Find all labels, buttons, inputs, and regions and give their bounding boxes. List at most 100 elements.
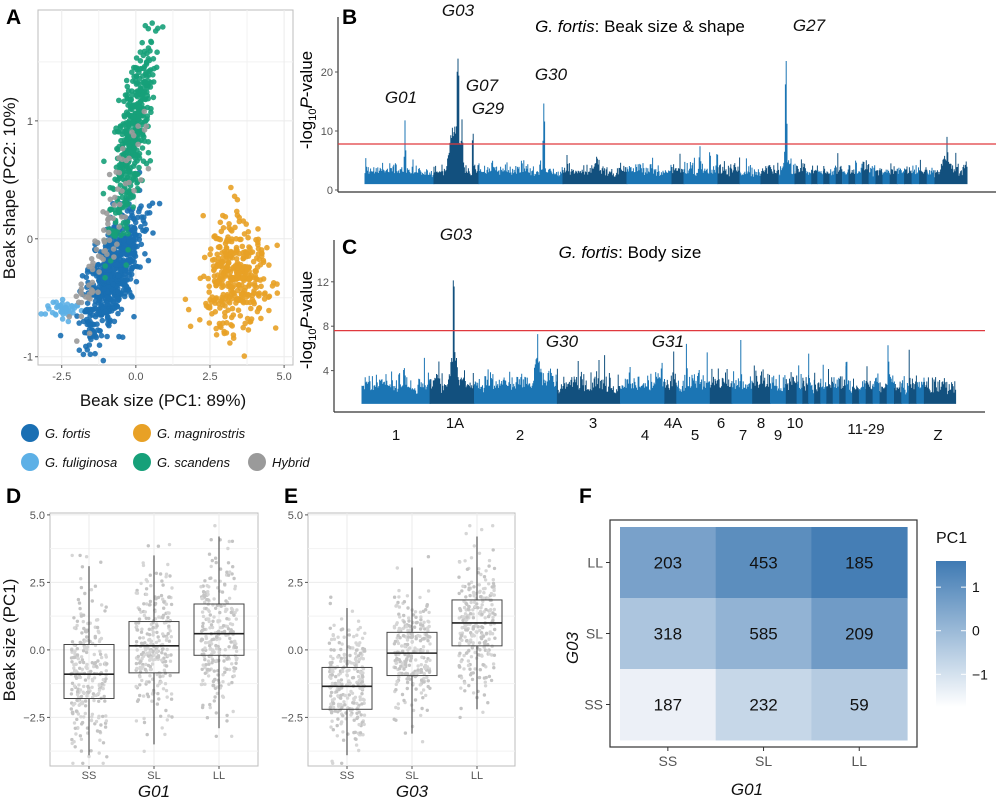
scatter-point [258, 315, 264, 322]
scatter-point [126, 289, 133, 295]
manhattan-chromosome-4a [664, 351, 677, 404]
data-point [146, 646, 150, 650]
scatter-point [207, 251, 213, 258]
scatter-point [125, 247, 131, 253]
manhattan-chromosome-7 [739, 158, 762, 185]
data-point [78, 641, 83, 645]
scatter-point [107, 196, 114, 203]
data-point [166, 611, 170, 615]
data-point [207, 619, 211, 624]
data-point [341, 730, 345, 734]
data-point [168, 659, 173, 663]
data-point [82, 684, 86, 689]
legend-item: G. magnirostris [133, 424, 246, 442]
scatter-point [142, 251, 148, 257]
data-point [214, 635, 219, 639]
data-point [457, 664, 461, 668]
data-point [160, 647, 165, 652]
data-point [223, 670, 227, 674]
heatmap-cell-count: 585 [749, 625, 777, 644]
manhattan-chromosome-11-29 [861, 160, 870, 185]
data-point [358, 698, 362, 702]
data-point [411, 671, 415, 675]
data-point [137, 617, 142, 621]
scatter-point [253, 237, 259, 243]
scatter-point [150, 94, 157, 101]
data-point [157, 697, 161, 701]
scatter-point [105, 284, 112, 290]
data-point [147, 603, 152, 607]
data-point [89, 669, 93, 674]
data-point [478, 609, 483, 614]
data-point [221, 680, 225, 684]
data-point [70, 660, 74, 664]
data-point [395, 566, 399, 570]
scatter-point [221, 330, 228, 337]
data-point [235, 608, 239, 612]
data-point [405, 642, 410, 647]
data-point [347, 693, 351, 697]
data-point [135, 666, 139, 671]
data-point [395, 603, 399, 607]
data-point [488, 630, 492, 634]
scatter-point [110, 281, 116, 288]
heatmap-cell: 187 [620, 669, 717, 741]
data-point [403, 644, 407, 649]
peak-label: G27 [793, 16, 826, 35]
y-tick-label: 0 [327, 185, 333, 197]
scatter-point [116, 201, 123, 208]
data-point [346, 682, 350, 687]
data-point [103, 609, 107, 613]
scatter-point [83, 274, 90, 281]
data-point [426, 679, 430, 683]
scatter-point [228, 295, 235, 302]
data-point [203, 671, 207, 675]
scatter-point [256, 256, 263, 263]
scatter-point [270, 280, 277, 286]
manhattan-chromosome-11-29 [842, 165, 850, 185]
scatter-point [206, 289, 212, 295]
scatter-point [107, 301, 114, 308]
data-point [158, 572, 163, 576]
manhattan-chromosome-5 [683, 146, 719, 185]
data-point [229, 610, 233, 615]
data-point [104, 653, 108, 657]
data-point [85, 666, 89, 671]
data-point [148, 573, 152, 577]
scatter-point [245, 327, 252, 333]
colorbar-tick-label: −1 [972, 666, 988, 682]
data-point [423, 663, 428, 668]
data-point [105, 662, 109, 666]
data-point [94, 719, 99, 724]
data-point [223, 609, 228, 614]
scatter-point [127, 97, 133, 103]
data-point [81, 761, 85, 765]
data-point [209, 538, 213, 542]
heatmap-cell-fill [811, 598, 908, 670]
data-point [339, 678, 344, 682]
data-point [329, 648, 333, 652]
data-point [468, 667, 472, 671]
data-point [234, 661, 238, 665]
scatter-point [62, 305, 69, 311]
scatter-point [243, 221, 249, 227]
data-point [491, 611, 495, 615]
data-point [159, 593, 164, 598]
data-point [205, 617, 209, 621]
chromosome-label: 10 [787, 415, 804, 432]
data-point [463, 612, 468, 616]
scatter-point [144, 116, 150, 122]
data-point [200, 610, 205, 614]
scatter-point [100, 190, 107, 197]
data-point [170, 586, 174, 590]
scatter-point [133, 278, 140, 285]
scatter-point [88, 255, 95, 262]
data-point [205, 716, 210, 720]
scatter-point [260, 259, 267, 266]
manhattan-chromosome-11-29 [814, 372, 821, 404]
scatter-point [135, 104, 142, 111]
scatter-point [87, 351, 94, 358]
data-point [82, 691, 86, 696]
data-point [206, 674, 211, 678]
data-point [141, 665, 145, 669]
